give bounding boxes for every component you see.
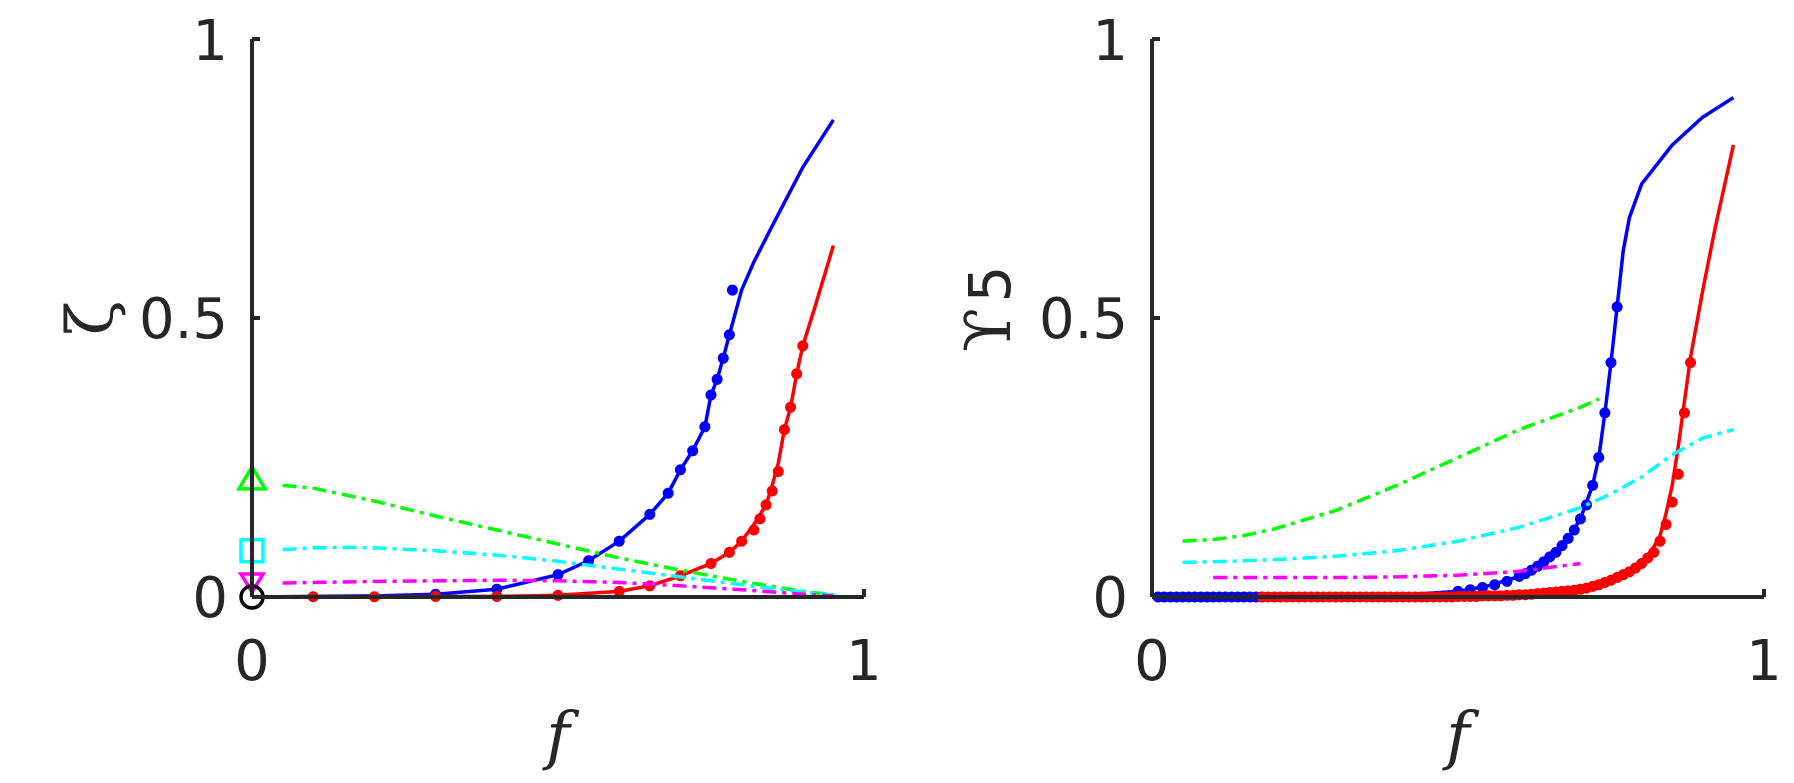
upsilon-series-1-point-20: [1476, 582, 1488, 594]
zeta-series-3-point-16: [778, 424, 790, 436]
upsilon-x-tick-label-0: 0: [1134, 629, 1170, 694]
zeta-x-tick-label-1: 1: [846, 629, 882, 694]
zeta-series-3-point-9: [723, 546, 735, 558]
zeta-series-3-point-10: [736, 535, 748, 547]
upsilon-series-3-point-64: [1648, 546, 1660, 558]
zeta-series-3-point-13: [760, 499, 772, 511]
upsilon-series-3-point-70: [1685, 357, 1697, 369]
upsilon-y-axis-label-subscript: 5: [956, 266, 1024, 303]
zeta-series-1-point-8: [687, 445, 699, 457]
upsilon-chart-marks: [1151, 96, 1736, 603]
zeta-series-1-point-10: [705, 389, 717, 401]
upsilon-series-1-point-38: [1605, 357, 1617, 369]
zeta-y-tick-label-0: 0: [192, 566, 228, 631]
zeta-series-1-point-2: [552, 569, 564, 581]
upsilon-series-0-line: [1151, 96, 1735, 599]
upsilon-series-3-point-69: [1678, 407, 1690, 419]
zeta-series-1-point-12: [717, 352, 729, 364]
upsilon-series-3-point-67: [1666, 496, 1678, 508]
zeta-series-4-line: [282, 483, 834, 597]
zeta-y-tick-label-1: 1: [192, 9, 228, 74]
zeta-series-1-point-14: [726, 284, 738, 296]
zeta-series-3-point-17: [785, 401, 797, 413]
zeta-series-3-point-14: [766, 485, 778, 497]
upsilon-series-1-point-21: [1489, 579, 1501, 591]
upsilon-y-tick-label-1: 1: [1092, 9, 1128, 74]
zeta-series-3-point-11: [748, 524, 760, 536]
upsilon-y-tick-label-0: 0: [1092, 566, 1128, 631]
zeta-series-1-point-5: [644, 508, 656, 520]
zeta-series-1-point-13: [723, 329, 735, 341]
zeta-series-3-point-8: [705, 558, 717, 570]
zeta-series-1-point-9: [699, 421, 711, 433]
upsilon-series-3-point-65: [1654, 535, 1666, 547]
upsilon-series-1-point-39: [1611, 301, 1623, 313]
zeta-series-3-point-5: [613, 585, 625, 597]
upsilon-series-1-point-36: [1593, 452, 1605, 463]
upsilon-series-1-point-22: [1501, 575, 1513, 587]
zeta-series-0-line: [251, 118, 835, 599]
upsilon-series-1-point-33: [1574, 513, 1586, 525]
upsilon-series-6-line: [1213, 561, 1581, 580]
zeta-x-tick-label-0: 0: [234, 629, 270, 694]
upsilon-y-tick-label-05: 0.5: [1039, 287, 1128, 352]
upsilon-series-1-point-37: [1599, 407, 1611, 419]
zeta-series-3-point-15: [772, 465, 784, 477]
upsilon-series-1-point-35: [1587, 479, 1599, 491]
upsilon-series-1-point-30: [1556, 540, 1568, 552]
zeta-series-3-point-18: [791, 368, 803, 380]
zeta-series-3-point-19: [797, 340, 809, 352]
upsilon-series-3-point-66: [1660, 518, 1672, 530]
upsilon-series-2-line: [1262, 144, 1736, 599]
zeta-series-3-point-12: [754, 513, 766, 525]
upsilon-series-4-line: [1182, 397, 1600, 543]
zeta-series-1-point-7: [674, 464, 686, 476]
zeta-series-5-line: [282, 545, 834, 598]
upsilon-y-axis-label-group: ϒ 5: [952, 266, 1026, 352]
zeta-series-1-point-11: [711, 373, 723, 385]
upsilon-series-5-line: [1182, 427, 1734, 565]
upsilon-y-axis-label: ϒ: [952, 308, 1026, 352]
zeta-y-tick-label-05: 0.5: [139, 287, 228, 352]
zeta-x-axis-label: f: [542, 699, 580, 773]
upsilon-series-1-point-31: [1562, 532, 1574, 544]
upsilon-series-3-point-68: [1672, 468, 1684, 480]
upsilon-chart: 1 0.5 0 0 1 f ϒ 5: [952, 9, 1782, 773]
zeta-series-1-point-4: [613, 535, 625, 547]
zeta-y-axis-label: ζ: [54, 301, 128, 336]
upsilon-x-tick-label-1: 1: [1746, 629, 1782, 694]
zeta-series-2-line: [251, 244, 836, 599]
upsilon-x-axis-label: f: [1442, 699, 1480, 773]
zeta-series-1-point-6: [662, 487, 674, 499]
zeta-chart: 1 0.5 0 0 1 f ζ: [54, 9, 882, 773]
upsilon-series-1-point-32: [1568, 524, 1580, 536]
zeta-chart-marks: [235, 118, 836, 610]
zeta-series-6-line: [282, 578, 834, 598]
